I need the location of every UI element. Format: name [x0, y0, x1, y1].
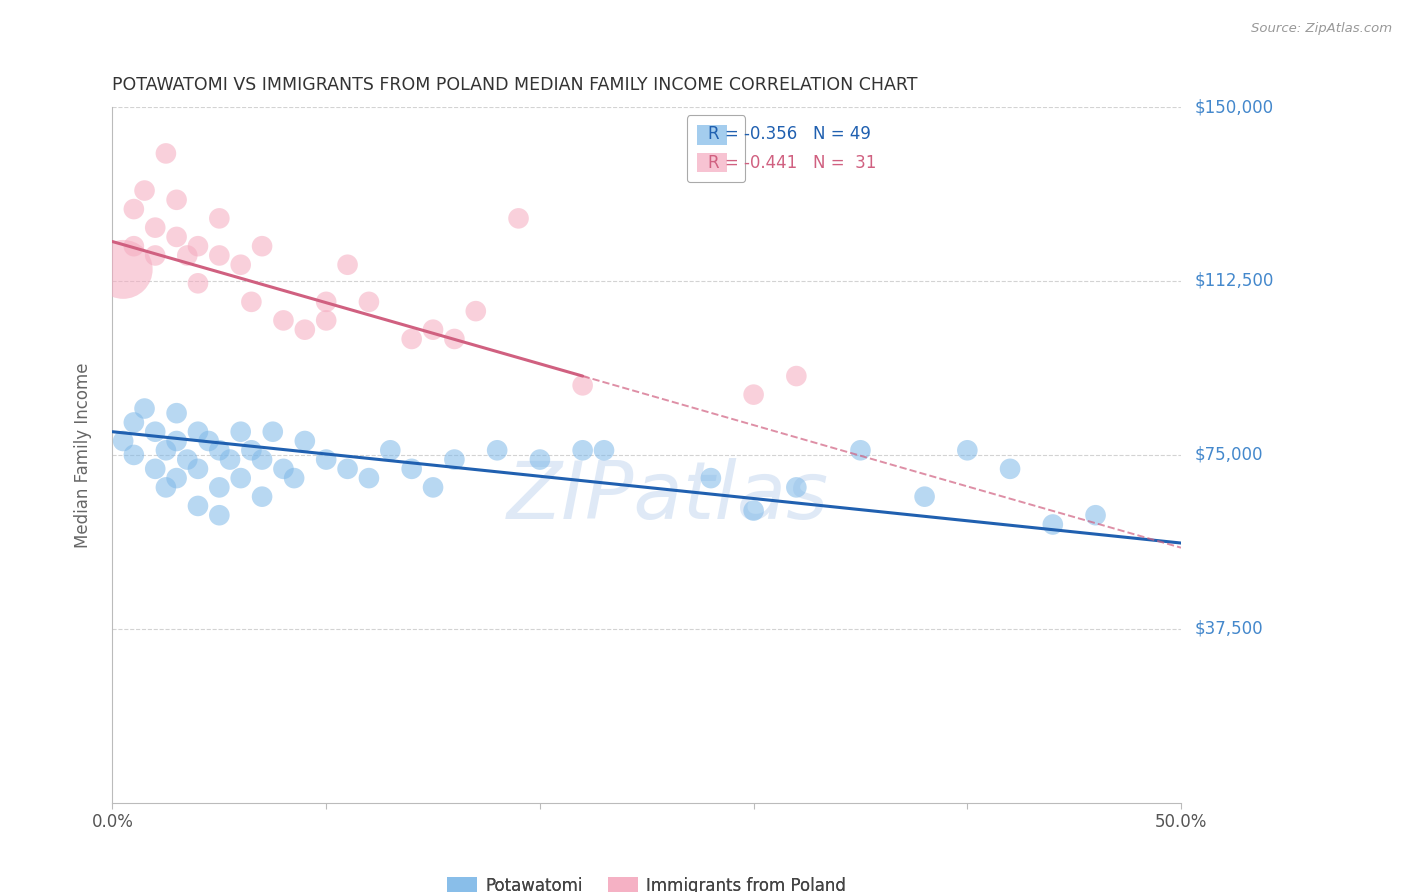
Point [849, 443, 872, 458]
Point [380, 443, 402, 458]
Text: $37,500: $37,500 [1195, 620, 1264, 638]
Y-axis label: Median Family Income: Median Family Income [73, 362, 91, 548]
Text: R = -0.356   N = 49: R = -0.356 N = 49 [709, 125, 870, 143]
Point [1042, 517, 1064, 532]
Point [571, 443, 593, 458]
Point [998, 462, 1021, 476]
Point [229, 258, 252, 272]
Point [508, 211, 530, 226]
Point [122, 416, 145, 430]
Point [486, 443, 509, 458]
Point [443, 452, 465, 467]
Point [240, 443, 263, 458]
Point [155, 146, 177, 161]
Point [122, 448, 145, 462]
Point [122, 202, 145, 216]
Text: $112,500: $112,500 [1195, 272, 1274, 290]
Point [155, 443, 177, 458]
Point [700, 471, 723, 485]
Point [262, 425, 284, 439]
Point [229, 471, 252, 485]
Point [134, 401, 156, 416]
Point [143, 425, 166, 439]
Point [166, 230, 188, 244]
Point [187, 277, 209, 291]
Point [315, 452, 337, 467]
Point [166, 434, 188, 448]
Point [250, 239, 273, 253]
Legend: Potawatomi, Immigrants from Poland: Potawatomi, Immigrants from Poland [440, 871, 853, 892]
Point [283, 471, 305, 485]
Point [208, 443, 231, 458]
Point [422, 480, 444, 494]
Text: R = -0.441   N =  31: R = -0.441 N = 31 [709, 154, 876, 172]
Point [134, 184, 156, 198]
Point [219, 452, 242, 467]
Point [240, 294, 263, 309]
Point [197, 434, 219, 448]
Point [785, 369, 807, 384]
Point [166, 193, 188, 207]
Point [785, 480, 807, 494]
Text: $150,000: $150,000 [1195, 98, 1274, 116]
Point [401, 332, 423, 346]
Point [187, 239, 209, 253]
Text: POTAWATOMI VS IMMIGRANTS FROM POLAND MEDIAN FAMILY INCOME CORRELATION CHART: POTAWATOMI VS IMMIGRANTS FROM POLAND MED… [112, 77, 918, 95]
Point [187, 499, 209, 513]
Point [914, 490, 936, 504]
Point [143, 462, 166, 476]
Point [357, 294, 380, 309]
Point [143, 248, 166, 262]
Point [122, 239, 145, 253]
Point [742, 503, 765, 517]
Point [208, 480, 231, 494]
Point [143, 220, 166, 235]
Point [176, 452, 198, 467]
Point [166, 471, 188, 485]
Point [187, 425, 209, 439]
Point [208, 248, 231, 262]
Text: $75,000: $75,000 [1195, 446, 1264, 464]
Point [208, 508, 231, 523]
Point [250, 452, 273, 467]
Point [294, 434, 316, 448]
Point [112, 262, 135, 277]
Point [401, 462, 423, 476]
Point [208, 211, 231, 226]
Text: ZIPatlas: ZIPatlas [508, 458, 830, 536]
Point [112, 434, 135, 448]
Point [273, 462, 295, 476]
Point [593, 443, 616, 458]
Point [571, 378, 593, 392]
Point [273, 313, 295, 327]
Point [443, 332, 465, 346]
Point [315, 313, 337, 327]
Point [357, 471, 380, 485]
Point [336, 258, 359, 272]
Point [422, 323, 444, 337]
Point [1084, 508, 1107, 523]
Text: Source: ZipAtlas.com: Source: ZipAtlas.com [1251, 22, 1392, 36]
Point [315, 294, 337, 309]
Point [187, 462, 209, 476]
Point [956, 443, 979, 458]
Point [464, 304, 486, 318]
Point [229, 425, 252, 439]
Point [176, 248, 198, 262]
Point [166, 406, 188, 420]
Point [250, 490, 273, 504]
Point [336, 462, 359, 476]
Point [155, 480, 177, 494]
Point [294, 323, 316, 337]
Point [742, 387, 765, 401]
Point [529, 452, 551, 467]
